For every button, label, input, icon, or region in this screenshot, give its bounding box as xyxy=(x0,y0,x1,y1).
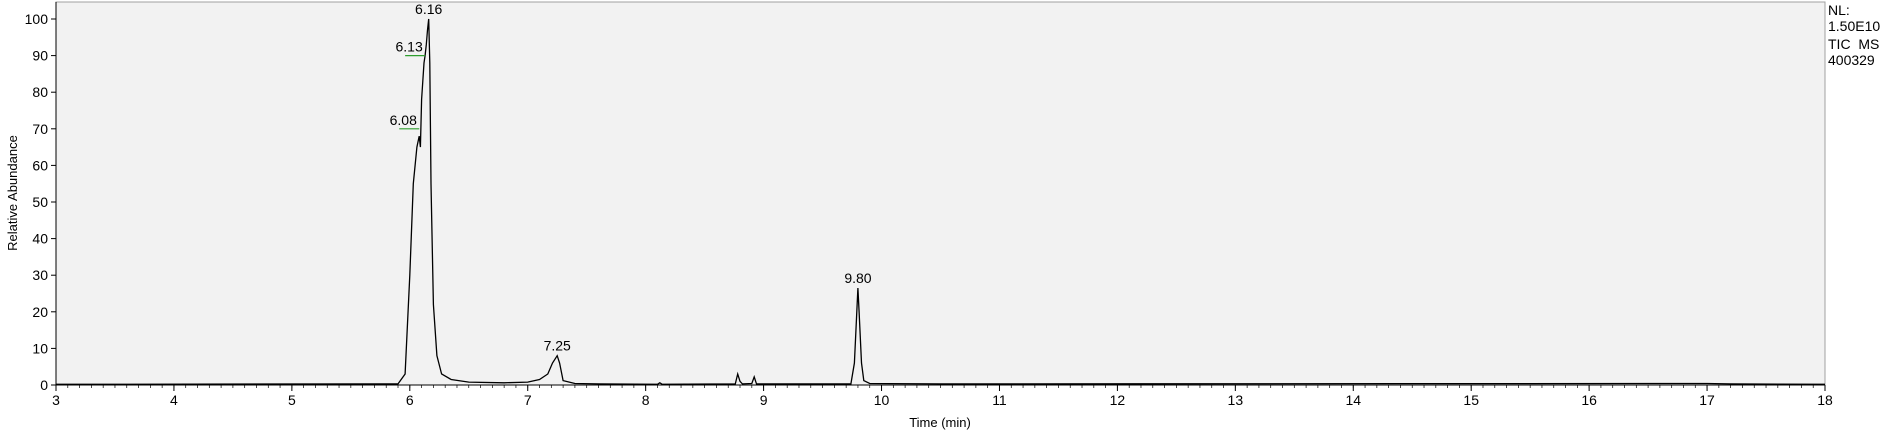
x-axis: 3 4 5 6 7 8 9 10 11 12 13 14 15 16 17 18 xyxy=(52,385,1833,408)
plot-area xyxy=(55,1,1826,386)
y-tick-label: 20 xyxy=(32,304,48,320)
x-tick-label: 14 xyxy=(1345,392,1361,408)
x-tick-label: 3 xyxy=(52,392,60,408)
x-tick-label: 7 xyxy=(524,392,532,408)
x-tick-label: 8 xyxy=(642,392,650,408)
x-tick-label: 13 xyxy=(1228,392,1244,408)
x-axis-label: Time (min) xyxy=(909,415,971,430)
x-tick-label: 5 xyxy=(288,392,296,408)
y-tick-label: 40 xyxy=(32,231,48,247)
peak-label: 6.13 xyxy=(396,39,423,55)
x-tick-label: 15 xyxy=(1463,392,1479,408)
peak-label: 6.08 xyxy=(390,112,417,128)
x-tick-label: 6 xyxy=(406,392,414,408)
y-tick-label: 50 xyxy=(32,194,48,210)
trace-label: TIC MS xyxy=(1828,36,1880,52)
y-axis: 0 10 20 30 40 50 60 70 80 90 100 xyxy=(25,11,56,393)
x-tick-label: 18 xyxy=(1817,392,1833,408)
x-tick-label: 16 xyxy=(1581,392,1597,408)
y-axis-label: Relative Abundance xyxy=(5,135,20,251)
y-tick-label: 70 xyxy=(32,121,48,137)
y-tick-label: 60 xyxy=(32,157,48,173)
x-tick-label: 17 xyxy=(1699,392,1715,408)
x-tick-label: 9 xyxy=(760,392,768,408)
peak-label: 7.25 xyxy=(544,338,571,354)
y-tick-label: 90 xyxy=(32,48,48,64)
y-tick-label: 0 xyxy=(40,377,48,393)
sample-id: 400329 xyxy=(1828,52,1875,68)
nl-value: 1.50E10 xyxy=(1828,18,1880,34)
x-tick-label: 12 xyxy=(1110,392,1126,408)
y-tick-label: 100 xyxy=(25,11,49,27)
x-tick-label: 10 xyxy=(874,392,890,408)
peak-labels: 6.16 6.13 6.08 7.25 9.80 xyxy=(390,1,872,354)
tic-trace-line xyxy=(55,18,1826,385)
peak-label: 9.80 xyxy=(844,270,871,286)
y-tick-label: 80 xyxy=(32,84,48,100)
nl-label: NL: xyxy=(1828,2,1850,18)
y-tick-label: 30 xyxy=(32,267,48,283)
x-tick-label: 11 xyxy=(992,392,1007,408)
y-tick-label: 10 xyxy=(32,340,48,356)
x-tick-label: 4 xyxy=(170,392,178,408)
peak-label: 6.16 xyxy=(415,1,442,17)
